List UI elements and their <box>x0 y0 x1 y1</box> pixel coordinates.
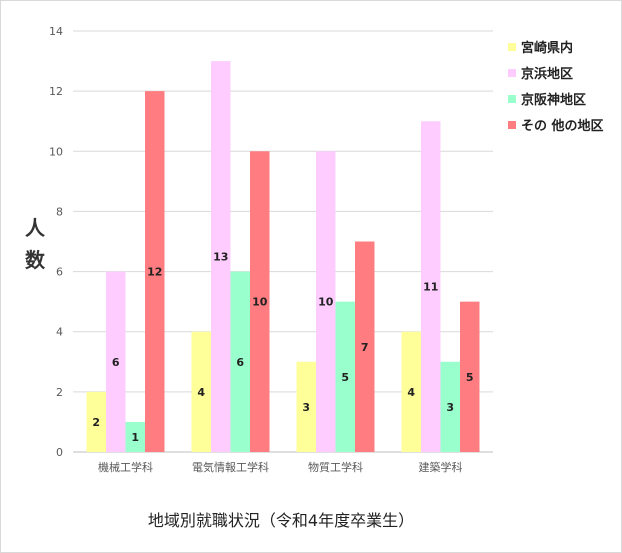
gridlines <box>73 30 493 453</box>
bar <box>460 301 480 452</box>
y-tick-label: 6 <box>56 266 63 279</box>
data-label: 2 <box>92 416 100 429</box>
x-axis-categories: 機械工学科 電気情報工学科 物質工学科 建築学科 <box>98 460 463 474</box>
y-axis-label-char: 数 <box>25 248 46 272</box>
data-label: 6 <box>236 356 244 369</box>
legend-swatch <box>508 69 516 77</box>
x-category-label: 物質工学科 <box>308 460 363 474</box>
data-label: 11 <box>423 281 438 294</box>
bar <box>316 151 336 453</box>
bar <box>211 61 231 452</box>
data-label: 12 <box>147 266 162 279</box>
bar <box>440 361 460 452</box>
legend-entry: その 他の地区 <box>521 118 604 134</box>
legend-swatch <box>508 95 516 103</box>
data-label: 10 <box>318 296 334 309</box>
data-label: 10 <box>252 296 268 309</box>
data-label: 7 <box>361 341 369 354</box>
legend-entry: 京浜地区 <box>521 66 573 82</box>
bar <box>296 361 316 452</box>
x-category-label: 機械工学科 <box>98 460 153 474</box>
y-tick-label: 4 <box>56 326 63 339</box>
data-label: 5 <box>466 371 474 384</box>
y-tick-label: 2 <box>56 386 63 399</box>
y-axis-label-char: 人 <box>25 216 46 240</box>
bar <box>335 301 355 452</box>
legend-entry: 宮崎県内 <box>521 40 573 56</box>
x-category-label: 電気情報工学科 <box>192 460 269 474</box>
legend-entry: 京阪神地区 <box>521 92 586 108</box>
y-tick-label: 14 <box>49 25 63 38</box>
bar <box>230 271 250 452</box>
x-category-label: 建築学科 <box>419 460 463 474</box>
bar <box>106 271 126 452</box>
bar <box>401 331 421 452</box>
bar <box>191 331 211 452</box>
y-tick-label: 10 <box>49 145 63 158</box>
data-label: 5 <box>341 371 349 384</box>
bar <box>125 421 145 452</box>
data-label: 3 <box>302 401 310 414</box>
bar <box>86 391 106 452</box>
legend-swatch <box>508 121 516 129</box>
bar <box>250 151 270 453</box>
legend-swatch <box>508 43 516 51</box>
chart-caption: 地域別就職状況（令和4年度卒業生） <box>148 511 414 530</box>
bar <box>145 91 165 453</box>
data-label: 13 <box>213 251 228 264</box>
bar <box>421 121 441 452</box>
y-axis-label: 人数 <box>25 216 46 272</box>
y-tick-label: 8 <box>56 205 63 218</box>
y-tick-label: 0 <box>56 446 63 459</box>
bars <box>86 61 480 453</box>
data-label: 4 <box>407 386 415 399</box>
y-tick-label: 12 <box>49 85 63 98</box>
data-label: 3 <box>446 401 454 414</box>
data-label: 1 <box>131 431 139 444</box>
y-axis-ticks: 0 2 4 6 8 10 12 14 <box>49 25 63 459</box>
data-label: 4 <box>197 386 205 399</box>
data-label: 6 <box>112 356 120 369</box>
data-labels: 2 6 1 12 4 13 6 10 3 10 5 7 4 11 3 5 <box>92 251 473 444</box>
bar <box>355 241 375 452</box>
